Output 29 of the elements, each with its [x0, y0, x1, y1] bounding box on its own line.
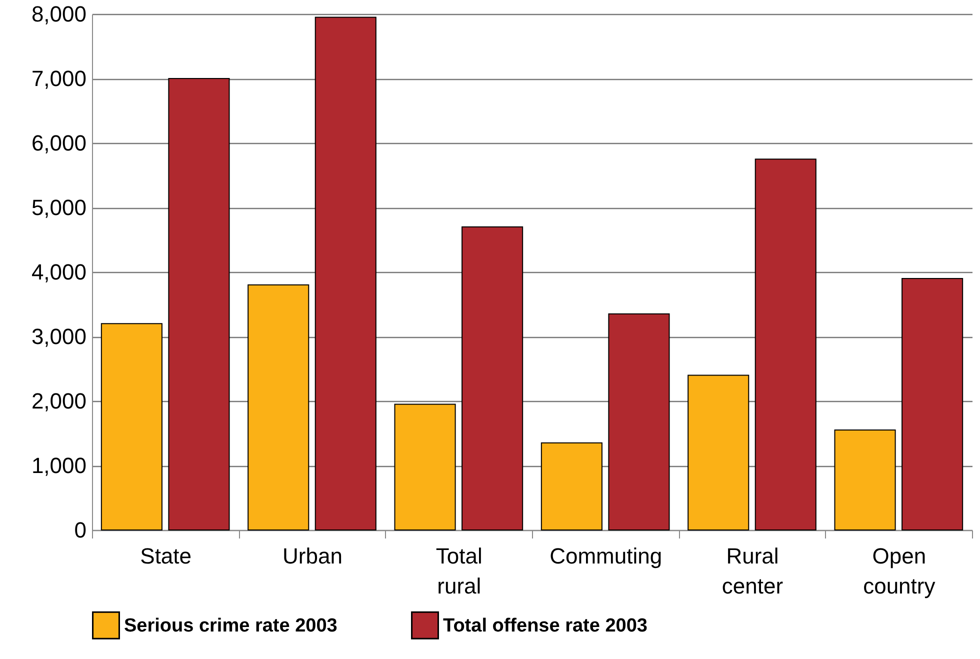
y-tick-label: 8,000: [31, 2, 86, 26]
bar: [248, 284, 310, 530]
y-tick-label: 5,000: [31, 195, 86, 220]
x-tick-label: Rural center: [722, 544, 784, 598]
bar: [540, 442, 602, 530]
bar: [902, 278, 964, 530]
y-tick-label: 6,000: [31, 130, 86, 156]
legend-label: Serious crime rate 2003: [124, 615, 338, 636]
x-tick-label: Total rural: [436, 544, 482, 598]
bar: [462, 226, 524, 530]
bar: [608, 313, 670, 530]
y-tick-label: 3,000: [31, 324, 86, 349]
bar: [834, 430, 896, 530]
x-tick-label: State: [140, 544, 192, 568]
y-tick-label: 1,000: [31, 453, 86, 478]
x-tick-label: Open country: [863, 544, 936, 598]
y-tick-label: 4,000: [31, 260, 86, 284]
y-tick-label: 7,000: [31, 66, 86, 91]
x-tick-label: Urban: [282, 544, 342, 568]
bar: [688, 374, 750, 530]
y-tick-label: 2,000: [31, 388, 86, 414]
legend-label: Total offense rate 2003: [443, 615, 648, 636]
bar: [100, 323, 162, 530]
x-tick-label: Commuting: [550, 544, 662, 568]
y-tick-label: 0: [74, 518, 86, 542]
bar: [754, 158, 816, 530]
bar: [314, 16, 376, 530]
bar: [168, 78, 230, 530]
bar: [394, 404, 456, 530]
